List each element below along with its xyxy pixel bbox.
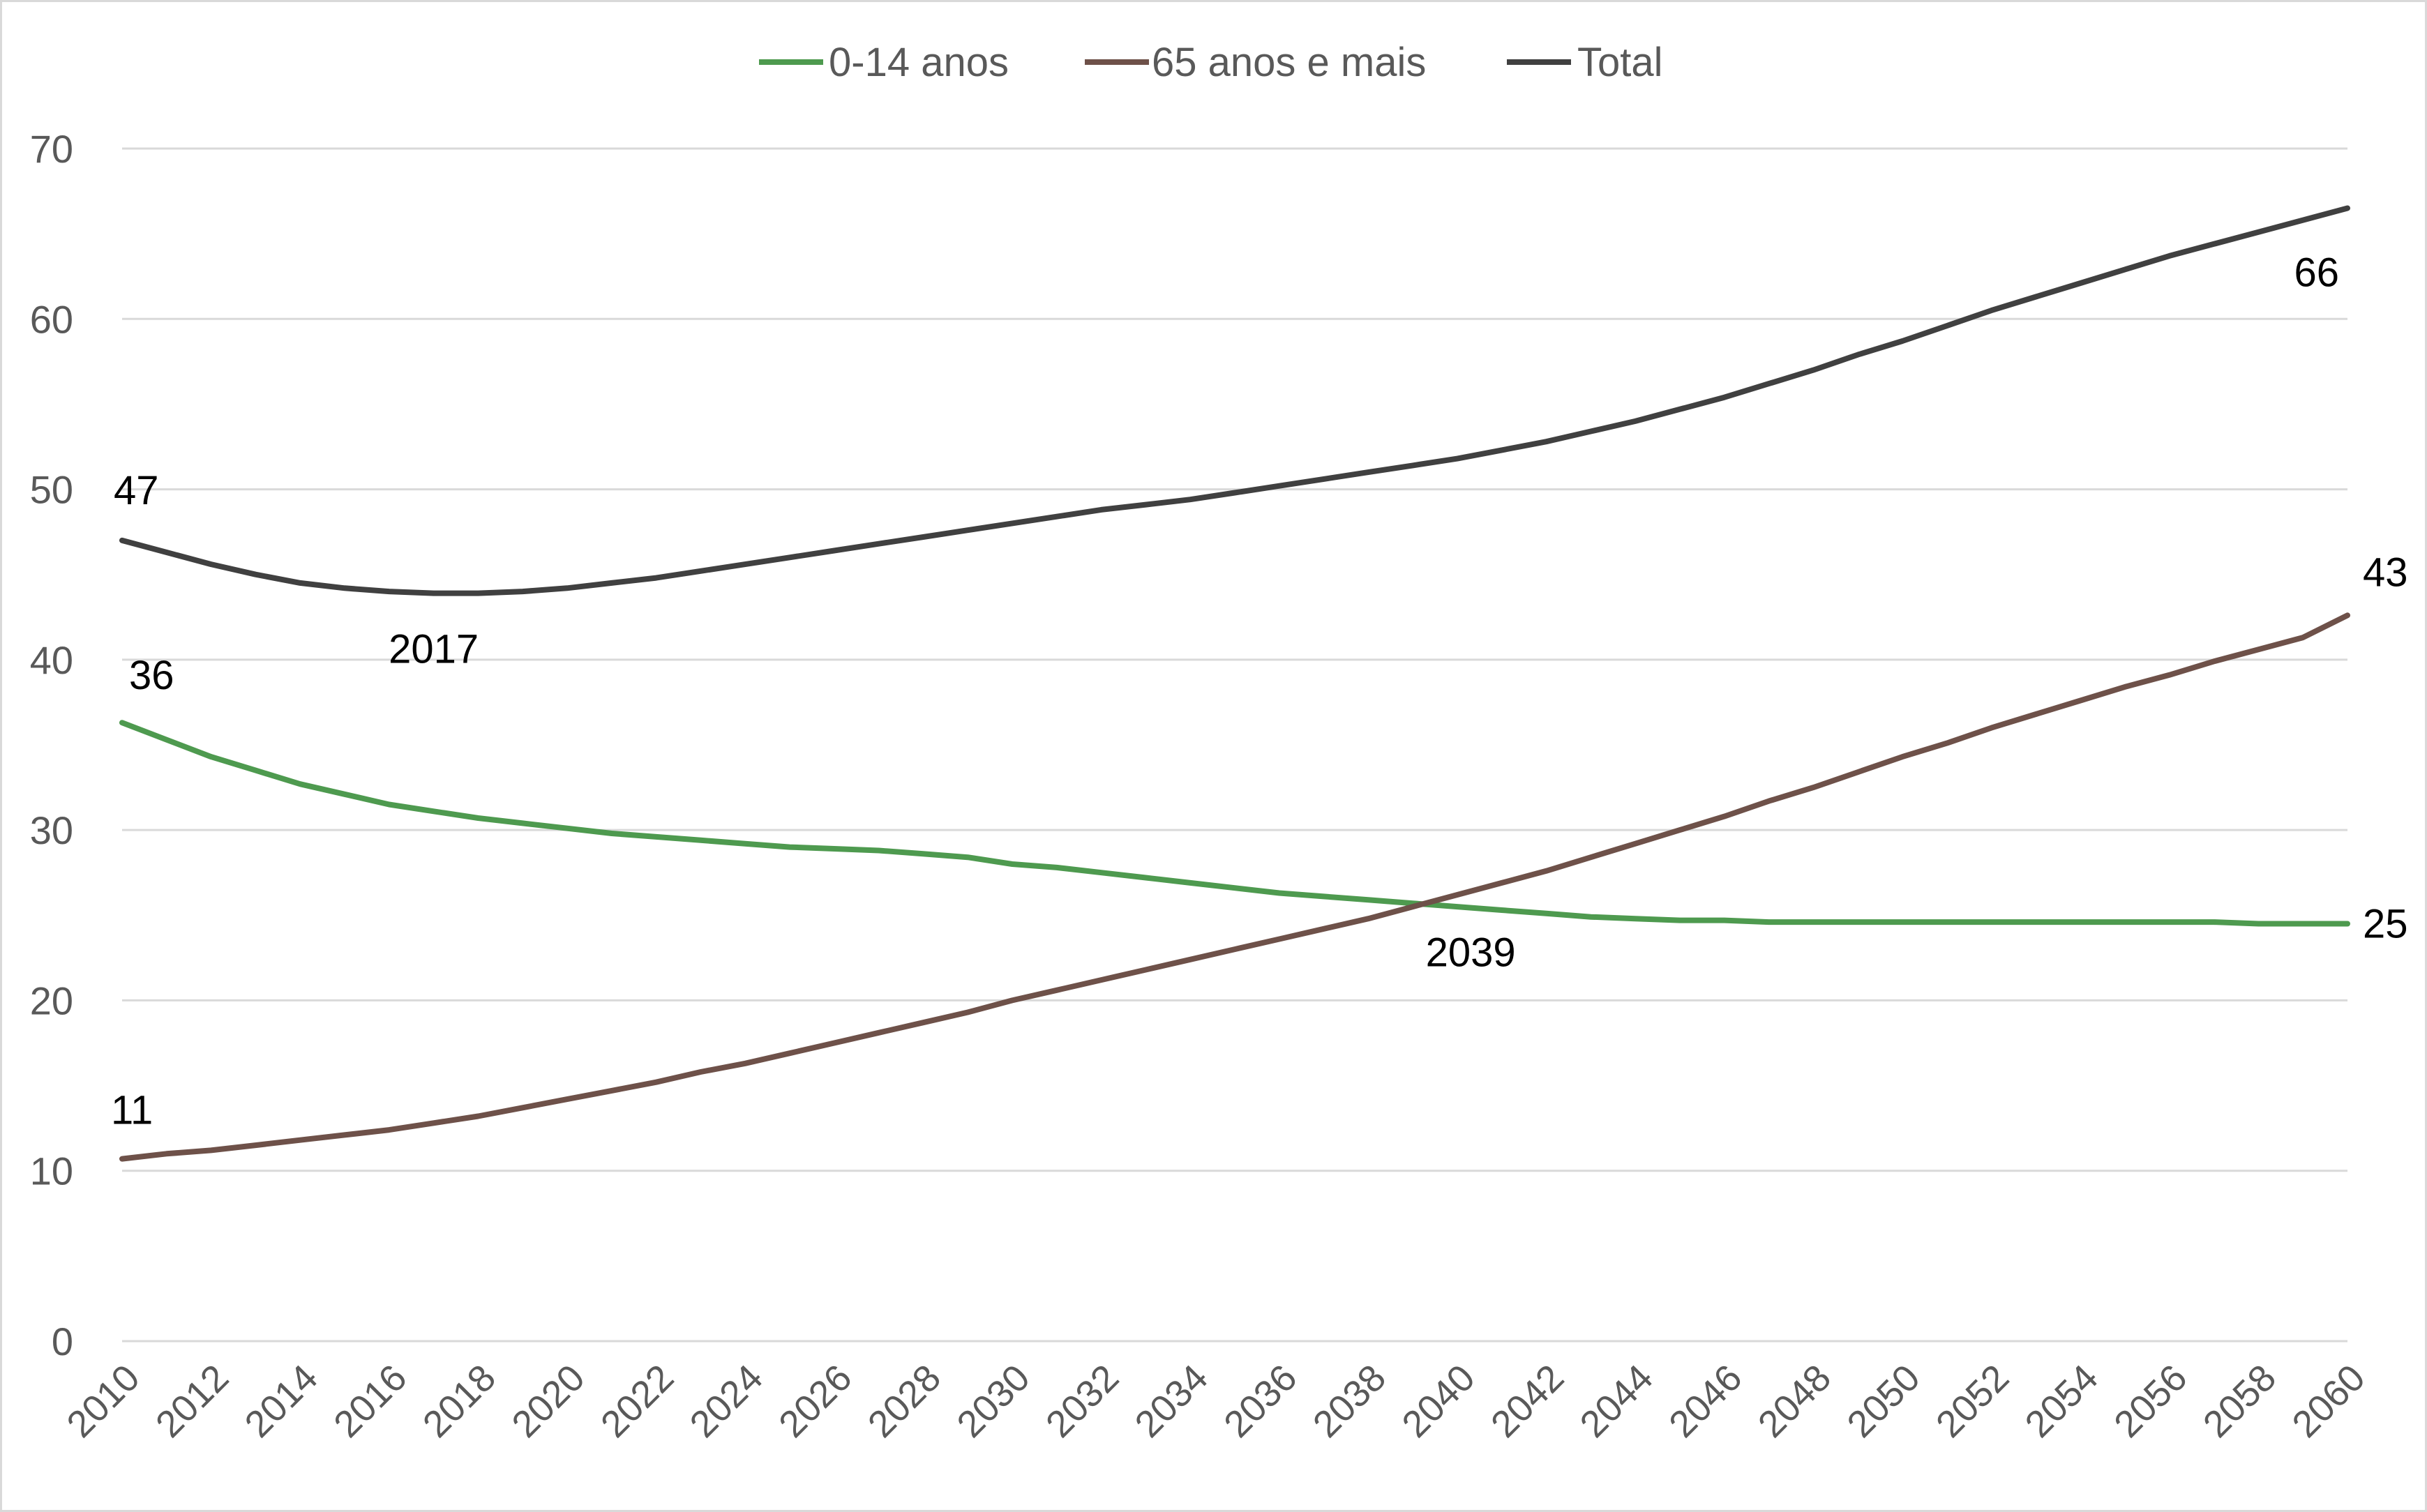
series-line-0-14-anos (119, 720, 2350, 927)
x-axis: 2010 2012 2014 2016 2018 2020 2022 2024 2026 2028… (59, 1356, 2373, 1445)
legend-label-0-14-anos: 0-14 anos (829, 40, 1009, 85)
y-axis: 0 10 20 30 40 50 60 70 (30, 127, 73, 1363)
series-line-65-anos-e-mais (119, 612, 2350, 1162)
data-label: 43 (2363, 550, 2408, 595)
data-label: 11 (111, 1088, 153, 1133)
x-tick-label: 2050 (1839, 1356, 1928, 1445)
x-tick-label: 2040 (1394, 1356, 1482, 1445)
legend-label-total: Total (1577, 40, 1663, 85)
x-tick-label: 2052 (1928, 1356, 2017, 1445)
y-tick-label: 0 (52, 1320, 73, 1363)
x-tick-label: 2038 (1305, 1356, 1394, 1445)
x-tick-label: 2042 (1483, 1356, 1572, 1445)
x-tick-label: 2012 (148, 1356, 236, 1445)
y-tick-label: 20 (30, 978, 73, 1022)
y-tick-label: 10 (30, 1149, 73, 1193)
x-tick-label: 2014 (237, 1356, 326, 1445)
legend: 0-14 anos 65 anos e mais Total (759, 40, 1663, 85)
legend-label-65-anos-e-mais: 65 anos e mais (1152, 40, 1426, 85)
y-tick-label: 60 (30, 297, 73, 341)
x-tick-label: 2016 (326, 1356, 414, 1445)
y-tick-label: 40 (30, 638, 73, 682)
x-tick-label: 2026 (771, 1356, 859, 1445)
x-tick-label: 2058 (2195, 1356, 2284, 1445)
series-lines (119, 205, 2350, 1162)
x-tick-label: 2056 (2106, 1356, 2195, 1445)
data-label: 66 (2294, 250, 2339, 296)
x-tick-label: 2030 (949, 1356, 1037, 1445)
x-tick-label: 2060 (2284, 1356, 2373, 1445)
x-tick-label: 2036 (1216, 1356, 1305, 1445)
x-tick-label: 2048 (1750, 1356, 1839, 1445)
x-tick-label: 2034 (1127, 1356, 1216, 1445)
x-tick-label: 2024 (682, 1356, 771, 1445)
x-tick-label: 2032 (1038, 1356, 1127, 1445)
x-tick-label: 2022 (593, 1356, 682, 1445)
x-tick-label: 2046 (1661, 1356, 1750, 1445)
y-tick-label: 50 (30, 468, 73, 512)
data-label: 2039 (1426, 930, 1516, 976)
y-tick-label: 30 (30, 808, 73, 852)
gridlines (122, 147, 2347, 1343)
data-label: 36 (129, 653, 174, 698)
x-tick-label: 2028 (860, 1356, 949, 1445)
x-tick-label: 2044 (1572, 1356, 1661, 1445)
y-tick-label: 70 (30, 127, 73, 171)
series-line-total (119, 205, 2350, 596)
data-label: 47 (114, 468, 159, 513)
x-tick-label: 2020 (504, 1356, 592, 1445)
x-tick-label: 2010 (59, 1356, 147, 1445)
data-label: 25 (2363, 902, 2408, 947)
x-tick-label: 2054 (2018, 1356, 2106, 1445)
data-labels: 47 2017 66 36 25 11 43 2039 (111, 250, 2408, 1133)
x-tick-label: 2018 (415, 1356, 504, 1445)
data-label: 2017 (389, 627, 479, 672)
